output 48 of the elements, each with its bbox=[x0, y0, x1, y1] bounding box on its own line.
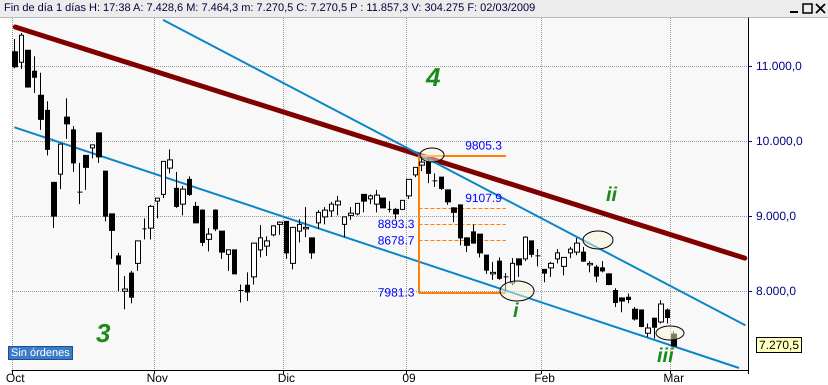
x-tick-label: Nov bbox=[146, 371, 168, 385]
candlestick bbox=[309, 237, 315, 260]
candlestick bbox=[64, 98, 70, 140]
y-tick-label: 10.000,0 bbox=[756, 134, 804, 148]
candlestick bbox=[155, 198, 160, 219]
candlestick bbox=[606, 272, 612, 286]
candlestick bbox=[51, 182, 57, 229]
ref-line-label: 9107.9 bbox=[465, 191, 502, 206]
annotation: ii bbox=[606, 184, 618, 207]
candlestick bbox=[142, 218, 147, 240]
text: Fin de día 1 días H: 17:38 A: 7.428,6 M: 7.464,3 m: 7.270,5 C: 7.270,5 P : 11.857,3 V: 304.275 F: 02/03/2009 bbox=[4, 2, 536, 14]
candlestick bbox=[342, 216, 347, 238]
candlestick bbox=[271, 224, 276, 237]
annotation: i bbox=[513, 300, 519, 323]
candlestick bbox=[406, 178, 412, 200]
candlestick bbox=[548, 261, 554, 278]
y-tick-label: 11.000,0 bbox=[756, 59, 802, 74]
candlestick bbox=[213, 208, 218, 232]
x-tick-label: Oct bbox=[6, 371, 26, 385]
x-tick-label: Dic bbox=[278, 371, 296, 385]
candlestick bbox=[77, 162, 83, 205]
candlestick bbox=[83, 154, 89, 190]
ref-line-label: 7981.3 bbox=[378, 286, 415, 300]
ref-line-label: 8678.7 bbox=[378, 233, 415, 248]
candlestick bbox=[148, 204, 154, 240]
candlestick bbox=[116, 252, 121, 292]
annotation: 4 bbox=[426, 62, 440, 93]
candlestick bbox=[445, 189, 451, 206]
annotation: iii bbox=[657, 345, 674, 368]
x-tick-label: 09 bbox=[402, 371, 416, 385]
x-tick-label: Mar bbox=[663, 371, 684, 385]
ref-line-label: 8893.3 bbox=[378, 217, 415, 232]
annotation: Sin órdenes bbox=[8, 346, 73, 360]
ref-line-label: 9805.3 bbox=[465, 138, 502, 153]
candlestick bbox=[484, 254, 489, 274]
candlestick bbox=[71, 126, 76, 172]
text: 7.270,5 bbox=[756, 336, 802, 353]
candlestick bbox=[587, 260, 593, 273]
candlestick bbox=[135, 240, 141, 272]
candlestick bbox=[413, 166, 418, 178]
x-tick-label: Feb bbox=[534, 371, 556, 385]
candlestick bbox=[535, 248, 541, 267]
candlestick bbox=[542, 268, 547, 283]
y-tick-label: 9.000,0 bbox=[756, 209, 796, 224]
candlestick bbox=[645, 322, 651, 338]
candlestick bbox=[58, 144, 63, 190]
y-tick-label: 8.000,0 bbox=[756, 284, 796, 298]
annotation: 3 bbox=[96, 318, 110, 349]
